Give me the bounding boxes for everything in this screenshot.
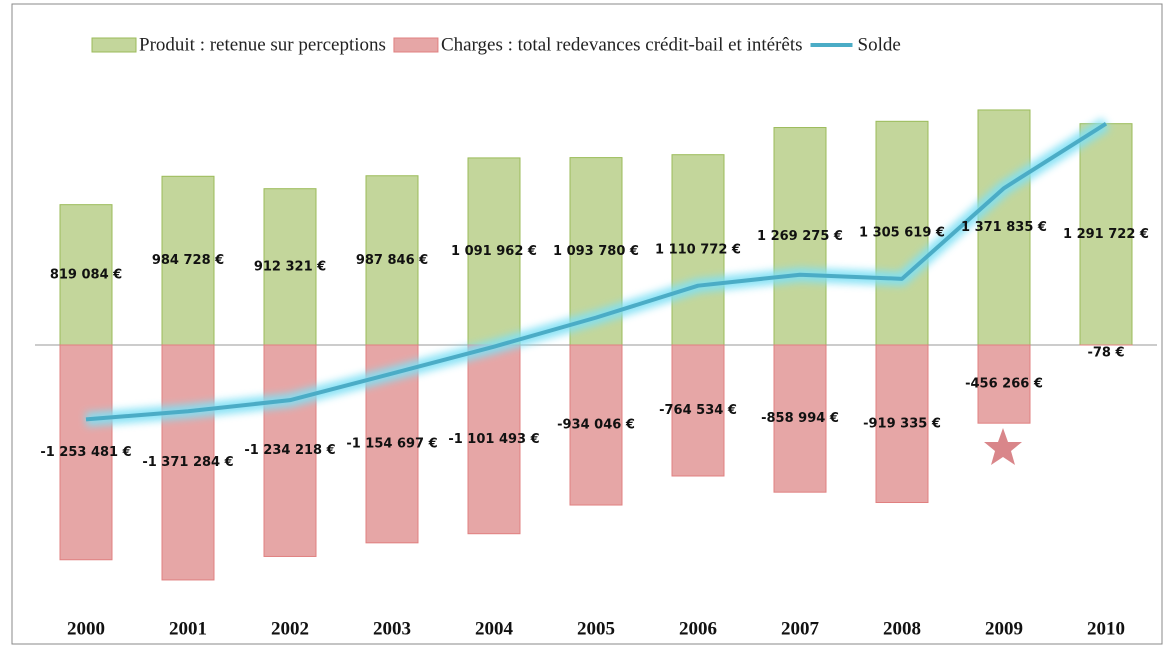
legend: Produit : retenue sur perceptions Charges…	[91, 34, 901, 55]
bar	[467, 344, 521, 535]
data-label: 1 291 722 €	[1063, 227, 1149, 242]
star	[984, 428, 1022, 465]
x-tick-label: 2003	[373, 618, 411, 639]
x-tick-label: 2006	[679, 618, 717, 639]
legend-label: Solde	[858, 34, 901, 55]
data-label: 1 110 772 €	[655, 242, 741, 257]
data-label: -934 046 €	[557, 418, 635, 433]
x-tick-label: 2004	[475, 618, 514, 639]
plot: 819 084 € 984 728 € 912 321 € 987 846 € 1 09…	[35, 109, 1157, 639]
bar	[161, 175, 215, 346]
data-label: 1 371 835 €	[961, 220, 1047, 235]
data-label: 1 091 962 €	[451, 244, 537, 259]
legend-label: Produit : retenue sur perceptions	[139, 34, 386, 55]
legend-swatch	[393, 37, 439, 53]
bar	[1079, 123, 1133, 346]
data-label: -1 154 697 €	[346, 436, 437, 451]
data-label: -1 253 481 €	[40, 445, 131, 460]
x-tick-label: 2002	[271, 618, 309, 639]
bar	[263, 188, 317, 346]
bar	[977, 109, 1031, 346]
bar	[773, 344, 827, 493]
bar	[365, 175, 419, 346]
bar	[59, 204, 113, 346]
x-tick-label: 2010	[1087, 618, 1125, 639]
x-tick-label: 2005	[577, 618, 615, 639]
data-label: -858 994 €	[761, 411, 839, 426]
x-tick-label: 2008	[883, 618, 921, 639]
data-label: 819 084 €	[50, 267, 122, 282]
data-label: 984 728 €	[152, 253, 224, 268]
legend-swatch	[91, 37, 137, 53]
x-tick-label: 2009	[985, 618, 1023, 639]
data-label: 1 305 619 €	[859, 226, 945, 241]
bar	[59, 344, 113, 561]
bar	[467, 157, 521, 346]
x-tick-label: 2000	[67, 618, 105, 639]
bar	[875, 120, 929, 346]
x-tick-label: 2007	[781, 618, 820, 639]
line	[85, 122, 1108, 422]
data-label: -1 101 493 €	[448, 432, 539, 447]
data-label: 1 269 275 €	[757, 229, 843, 244]
bar	[977, 344, 1031, 424]
data-label: -456 266 €	[965, 377, 1043, 392]
data-label: -919 335 €	[863, 416, 941, 431]
frame	[11, 3, 1163, 645]
x-tick-label: 2001	[169, 618, 207, 639]
data-label: 912 321 €	[254, 259, 326, 274]
bar	[161, 344, 215, 581]
data-label: -1 371 284 €	[142, 455, 233, 470]
data-label: -764 534 €	[659, 403, 737, 418]
data-label: 1 093 780 €	[553, 244, 639, 259]
bar	[671, 344, 725, 477]
data-label: 987 846 €	[356, 253, 428, 268]
data-label: -1 234 218 €	[244, 443, 335, 458]
data-label: -78 €	[1087, 346, 1124, 361]
legend-label: Charges : total redevances crédit-bail e…	[441, 34, 803, 55]
bar	[263, 344, 317, 557]
bar	[875, 344, 929, 504]
bar	[569, 344, 623, 506]
